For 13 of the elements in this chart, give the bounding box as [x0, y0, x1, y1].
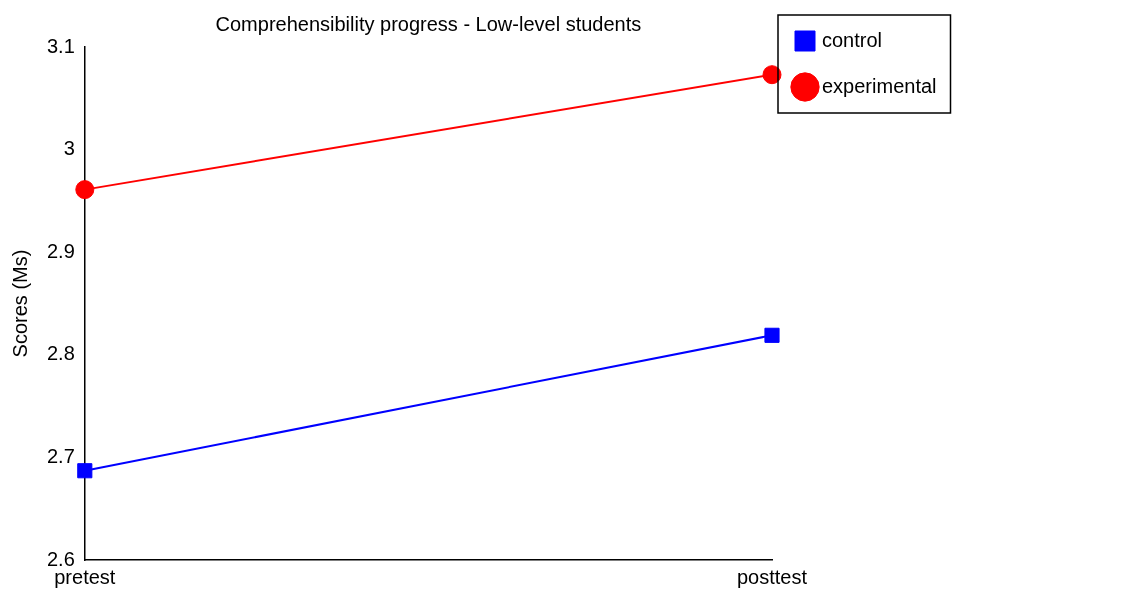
y-tick-label: 2.9	[46, 239, 75, 262]
y-axis-title: Scores (Ms)	[8, 249, 31, 358]
x-tick-label: posttest	[736, 565, 808, 588]
point	[75, 180, 95, 200]
y-tick-label: 2.8	[46, 342, 75, 365]
chart-title: Comprehensibility progress - Low-level students	[215, 12, 642, 35]
y-tick-label: 3	[63, 137, 75, 160]
y-tick-label: 2.7	[46, 444, 75, 467]
point	[77, 463, 93, 479]
point	[764, 327, 780, 343]
legend-label: control	[822, 28, 883, 51]
legend-label: experimental	[822, 74, 937, 97]
y-tick-label: 3.1	[46, 34, 75, 57]
